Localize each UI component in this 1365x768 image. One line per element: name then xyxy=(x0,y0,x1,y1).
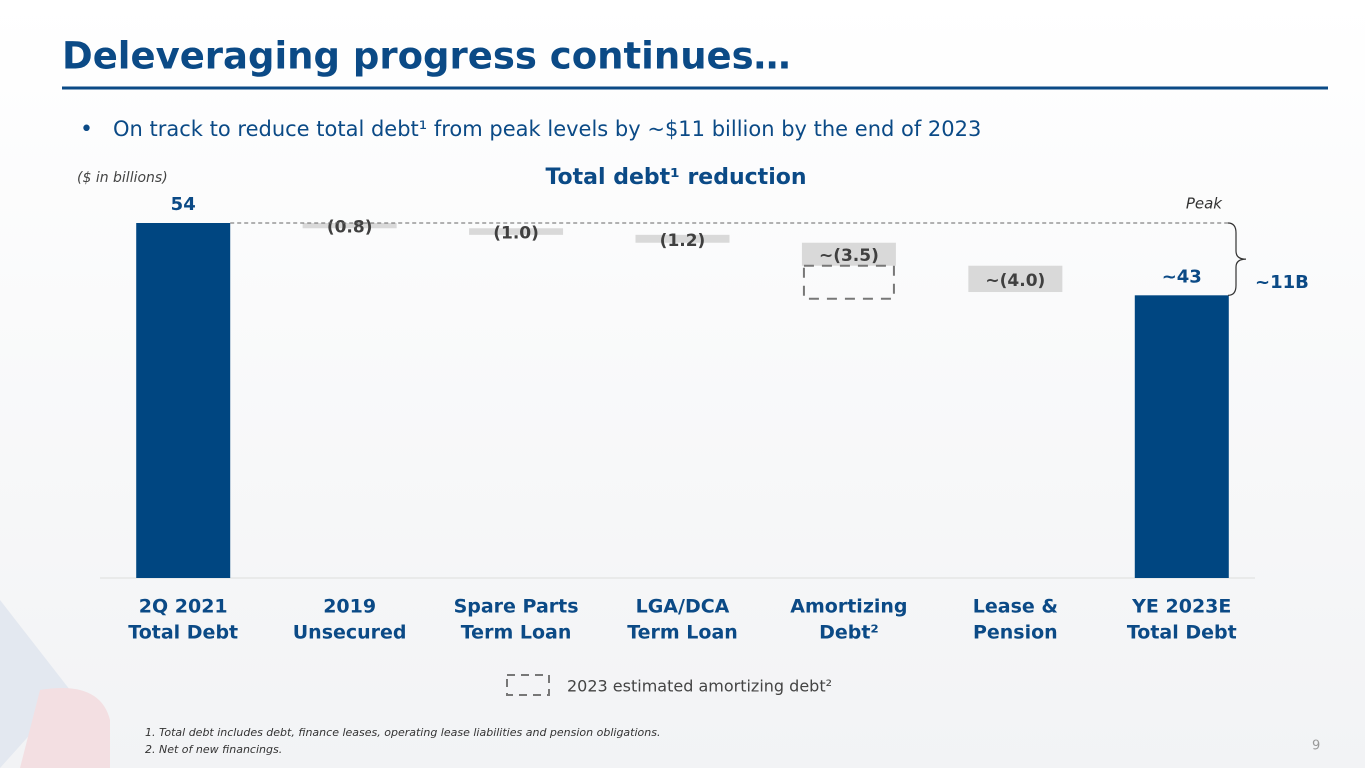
step-bar xyxy=(635,234,730,243)
brace xyxy=(1227,222,1247,296)
step-bar xyxy=(469,228,564,235)
x-tick-label: Lease & xyxy=(973,596,1058,618)
legend-label: 2023 estimated amortizing debt² xyxy=(567,677,832,696)
x-tick-label: Amortizing xyxy=(790,596,907,618)
step-bar xyxy=(801,242,896,266)
step-bar xyxy=(968,265,1063,293)
x-tick-label: Total Debt xyxy=(1127,622,1237,644)
slide-title: Deleveraging progress continues… xyxy=(62,35,791,78)
chart-title: Total debt¹ reduction xyxy=(545,165,806,190)
footnote: 1. Total debt includes debt, finance lea… xyxy=(145,726,660,739)
x-tick-label: Debt² xyxy=(819,622,879,644)
total-bar xyxy=(1134,295,1229,578)
peak-label: Peak xyxy=(1186,195,1223,213)
bullet-dot: • xyxy=(80,117,93,142)
footnote: 2. Net of new financings. xyxy=(145,743,282,756)
x-tick-label: Unsecured xyxy=(293,622,407,644)
estimate-box xyxy=(802,264,895,300)
x-tick-label: 2019 xyxy=(323,596,376,618)
x-tick-label: Pension xyxy=(973,622,1058,644)
value-label: 54 xyxy=(171,194,196,215)
reduction-label: ~11B xyxy=(1255,272,1309,293)
decor xyxy=(20,688,110,768)
total-bar xyxy=(136,223,231,578)
x-tick-label: 2Q 2021 xyxy=(139,596,228,618)
step-bar xyxy=(302,223,397,229)
unit-note: ($ in billions) xyxy=(77,170,168,186)
value-label: ~43 xyxy=(1162,266,1202,287)
value-label: ~(4.0) xyxy=(985,271,1045,291)
x-tick-label: Term Loan xyxy=(461,622,572,644)
value-label: (1.0) xyxy=(493,224,539,244)
x-tick-label: Spare Parts xyxy=(454,596,579,618)
value-label: (0.8) xyxy=(327,218,373,238)
decor xyxy=(0,600,70,768)
legend-swatch xyxy=(506,674,550,696)
value-label: (1.2) xyxy=(660,231,706,251)
x-tick-label: Total Debt xyxy=(128,622,238,644)
x-tick-label: YE 2023E xyxy=(1131,596,1231,618)
page-number: 9 xyxy=(1312,739,1320,754)
x-tick-label: Term Loan xyxy=(627,622,738,644)
x-tick-label: LGA/DCA xyxy=(636,596,730,618)
value-label: ~(3.5) xyxy=(819,246,879,266)
bullet: On track to reduce total debt¹ from peak… xyxy=(113,117,981,141)
